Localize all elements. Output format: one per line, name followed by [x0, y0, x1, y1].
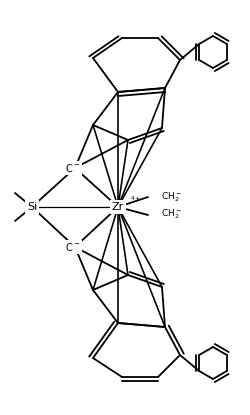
- Text: Zr: Zr: [112, 202, 124, 212]
- Text: $\mathregular{CH_2^-}$: $\mathregular{CH_2^-}$: [161, 190, 182, 204]
- Text: $\mathregular{CH_2^-}$: $\mathregular{CH_2^-}$: [161, 207, 182, 221]
- Text: $\mathregular{C^-}$: $\mathregular{C^-}$: [66, 162, 80, 174]
- Text: Si: Si: [27, 202, 37, 212]
- Text: $^{4+}$: $^{4+}$: [130, 195, 141, 205]
- Text: $\mathregular{C^-}$: $\mathregular{C^-}$: [66, 241, 80, 253]
